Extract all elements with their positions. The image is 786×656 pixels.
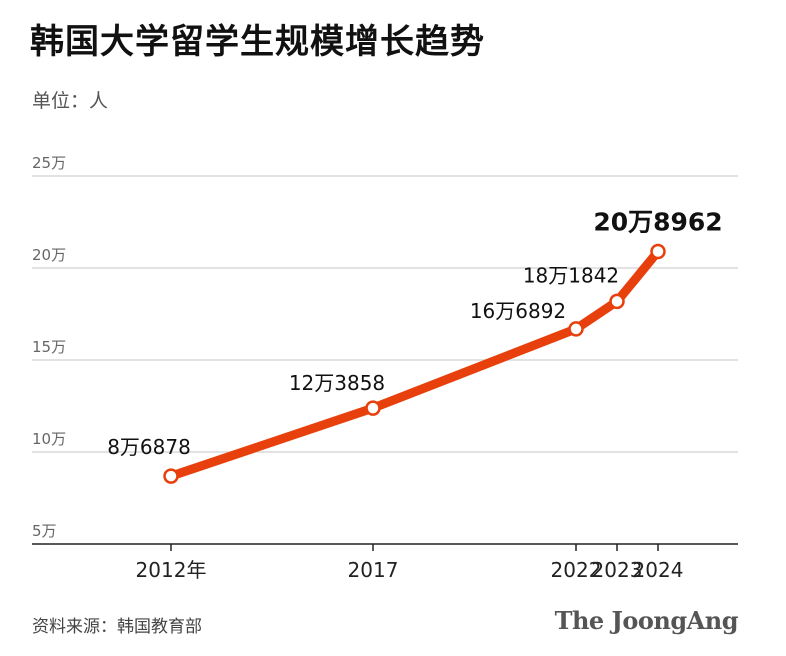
data-label: 18万1842 [523,263,619,287]
y-tick-label: 25万 [32,154,66,172]
x-tick-label: 2022 [551,558,602,582]
x-tick-label: 2017 [348,558,399,582]
data-label: 12万3858 [289,371,385,395]
data-label: 20万8962 [593,208,722,237]
data-point [568,321,584,337]
source-note: 资料来源：韩国教育部 [32,617,202,637]
x-tick-label: 2012年 [136,558,207,582]
y-tick-label: 15万 [32,338,66,356]
chart-title: 韩国大学留学生规模增长趋势 [30,22,485,62]
data-label: 8万6878 [107,435,191,459]
data-label: 16万6892 [470,299,566,323]
y-tick-label: 5万 [32,522,57,540]
y-tick-label: 10万 [32,430,66,448]
unit-label: 单位：人 [32,90,109,112]
y-tick-label: 20万 [32,246,66,264]
data-point [650,243,666,260]
data-point [365,400,381,416]
brand-logo: The JoongAng [554,606,739,635]
data-point [609,293,625,310]
x-tick-label: 2024 [633,558,684,582]
data-point [163,468,179,484]
x-tick-label: 2023 [592,558,643,582]
